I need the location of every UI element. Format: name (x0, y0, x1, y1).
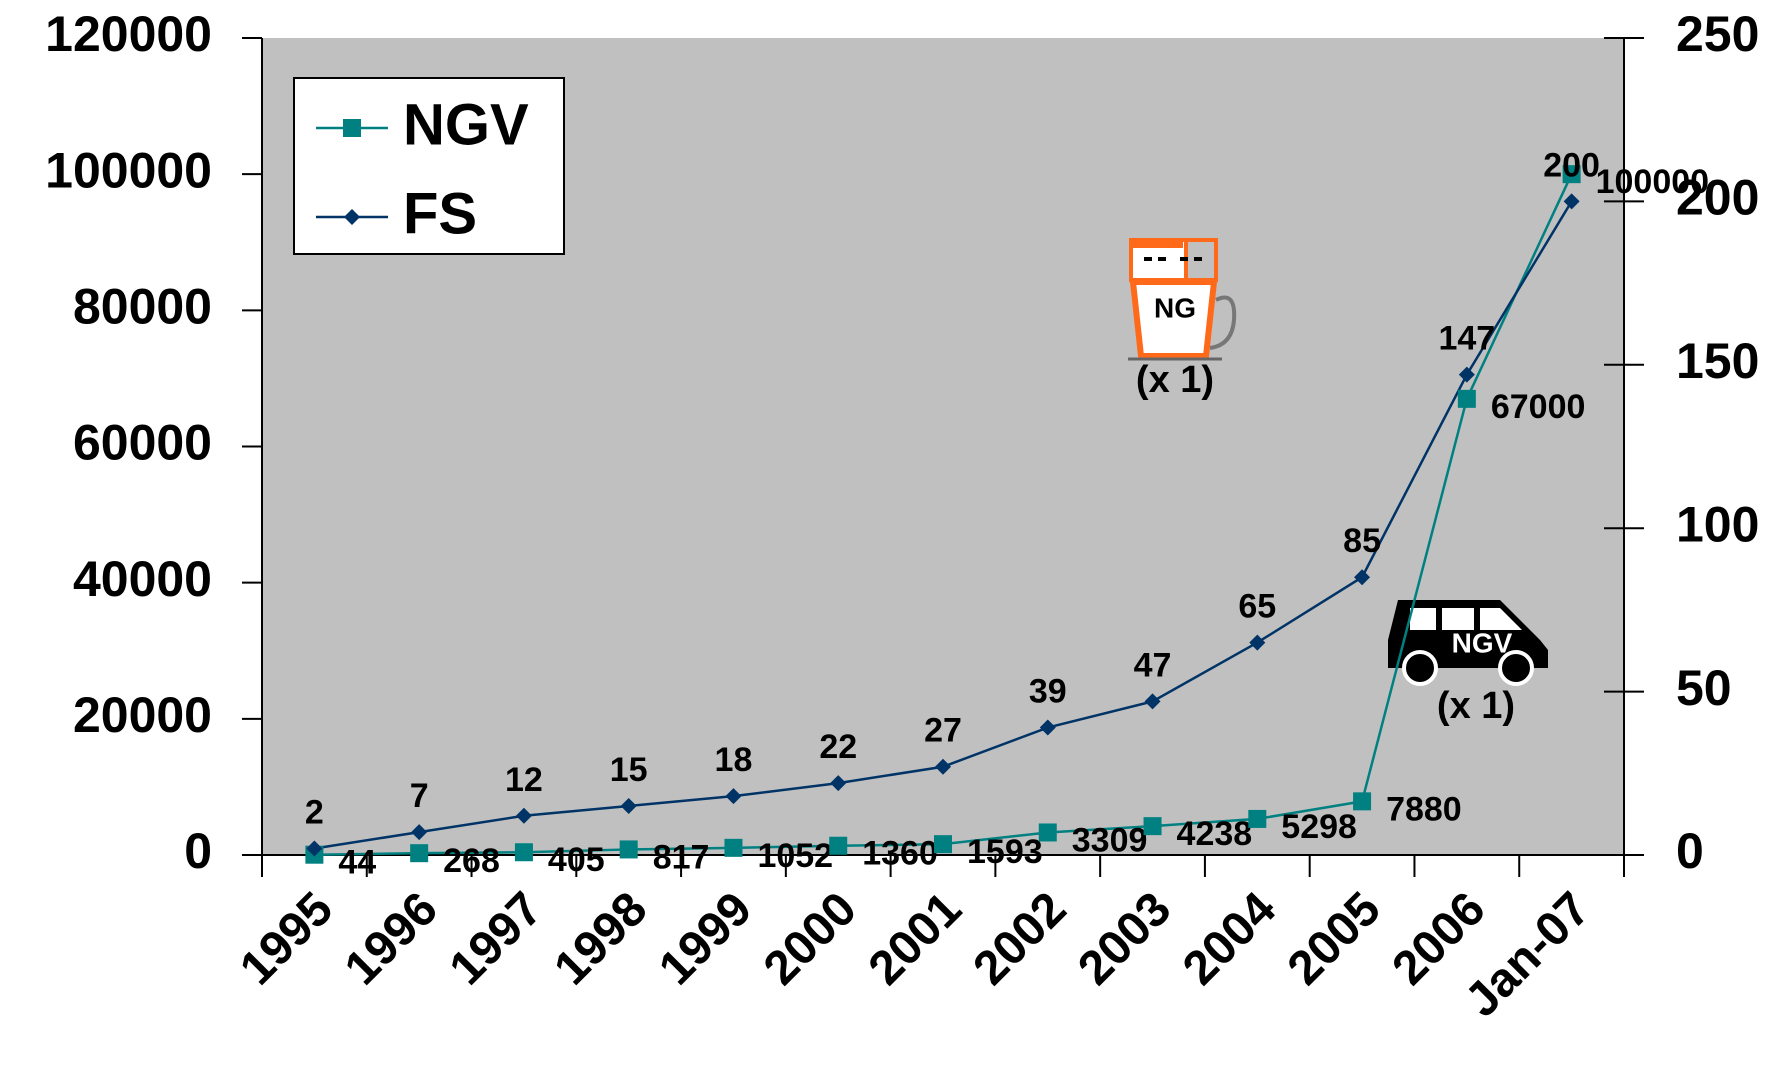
marker (1039, 719, 1056, 736)
marker (306, 840, 323, 857)
x-tick-label: 2002 (964, 882, 1077, 995)
data-label: 47 (1134, 646, 1172, 684)
y-tick-label: 80000 (73, 279, 212, 335)
data-label: 44 (338, 844, 376, 882)
data-label: 15 (610, 751, 648, 789)
data-label: 1360 (862, 835, 938, 873)
data-label: 1052 (757, 837, 833, 875)
x-tick-label: 1995 (230, 882, 343, 995)
data-label: 7880 (1386, 790, 1462, 828)
legend-label: NGV (403, 92, 529, 157)
x-tick-label: 2004 (1173, 882, 1286, 995)
x-tick-label: 1998 (544, 882, 657, 995)
y-tick-label: 40000 (73, 551, 212, 607)
y2-tick-label: 0 (1676, 823, 1704, 879)
marker (620, 797, 637, 814)
data-label: 39 (1029, 673, 1067, 711)
marker (1249, 634, 1266, 651)
data-label: 100000 (1596, 163, 1709, 201)
marker (1562, 165, 1581, 184)
data-label: 1593 (967, 833, 1043, 871)
data-label: 817 (653, 838, 710, 876)
legend-box (293, 77, 565, 255)
marker (1457, 389, 1476, 408)
marker (1143, 817, 1162, 836)
x-tick-label: 1999 (649, 882, 762, 995)
marker (1354, 569, 1371, 586)
data-label: 18 (715, 741, 753, 779)
marker (1038, 823, 1057, 842)
marker (514, 843, 533, 862)
data-label: 12 (505, 761, 543, 799)
annotation: (x 1) (1136, 359, 1214, 401)
data-label: 147 (1438, 320, 1495, 358)
marker (411, 824, 428, 841)
data-label: 7 (410, 777, 429, 815)
data-label: 4238 (1177, 815, 1253, 853)
annotation: NG (1154, 292, 1196, 323)
data-label: 85 (1343, 522, 1381, 560)
y-tick-label: 100000 (45, 142, 212, 198)
y-tick-label: 120000 (45, 6, 212, 62)
marker (1563, 193, 1580, 210)
x-tick-label: 2000 (754, 882, 867, 995)
y-tick-label: 20000 (73, 687, 212, 743)
annotation: (x 1) (1437, 685, 1515, 727)
data-label: 22 (819, 728, 857, 766)
marker (1353, 792, 1372, 811)
data-label: 5298 (1281, 808, 1357, 846)
marker (724, 838, 743, 857)
x-tick-label: 1997 (440, 882, 553, 995)
data-label: 3309 (1072, 821, 1148, 859)
data-label: 268 (443, 842, 500, 880)
marker (619, 840, 638, 859)
data-label: 2 (305, 793, 324, 831)
x-tick-label: 2001 (859, 882, 972, 995)
marker (829, 836, 848, 855)
pump-icon (1128, 238, 1237, 361)
marker (935, 758, 951, 775)
marker (1458, 366, 1475, 383)
y-tick-label: 0 (184, 823, 212, 879)
x-tick-label: 2003 (1068, 882, 1181, 995)
y-tick-label: 60000 (73, 415, 212, 471)
annotation: NGV (1452, 627, 1513, 658)
marker (725, 788, 742, 805)
marker (934, 835, 952, 854)
legend-label: FS (403, 181, 477, 246)
van-icon (1388, 600, 1548, 686)
marker (1248, 809, 1267, 828)
x-tick-label: 2005 (1278, 882, 1391, 995)
marker (1144, 693, 1161, 710)
marker (410, 844, 429, 863)
x-tick-label: 1996 (335, 882, 448, 995)
y2-tick-label: 200 (1676, 170, 1759, 226)
legend-marker (344, 209, 360, 225)
data-label: 405 (548, 841, 605, 879)
y2-tick-label: 100 (1676, 496, 1759, 552)
marker (830, 775, 847, 792)
data-label: 65 (1238, 588, 1276, 626)
marker (515, 807, 532, 824)
y2-tick-label: 250 (1676, 6, 1759, 62)
data-label: 27 (924, 712, 962, 750)
data-label: 67000 (1491, 388, 1586, 426)
data-label: 200 (1543, 146, 1600, 184)
y2-tick-label: 50 (1676, 660, 1732, 716)
legend-marker (343, 119, 361, 137)
y2-tick-label: 150 (1676, 333, 1759, 389)
